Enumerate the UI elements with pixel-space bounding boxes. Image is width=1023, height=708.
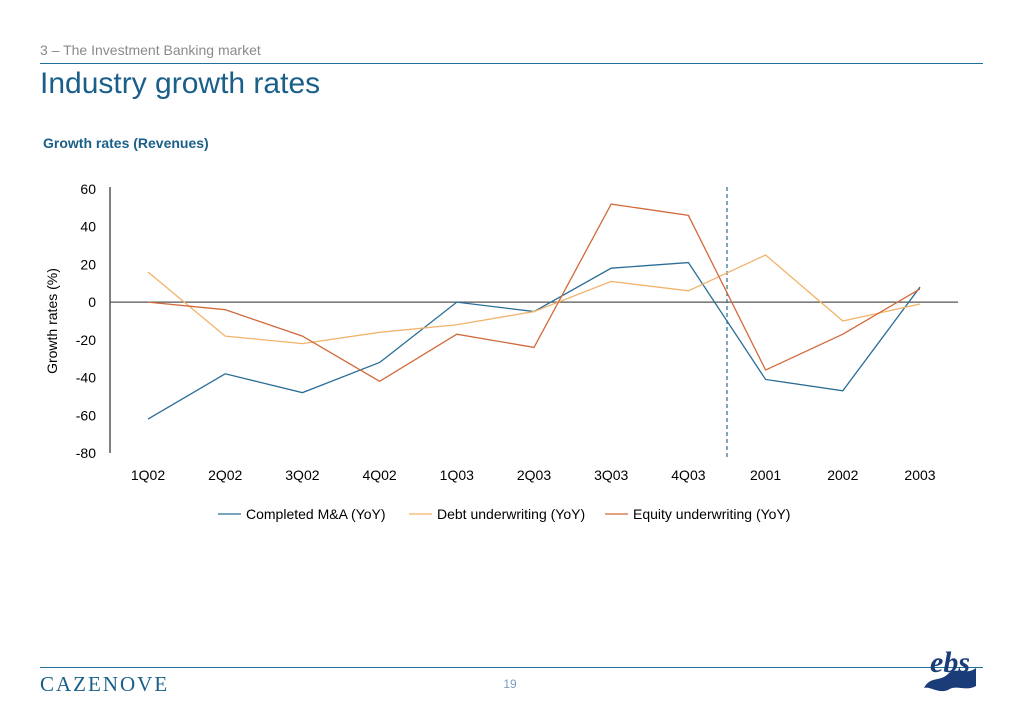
legend-label: Debt underwriting (YoY) (437, 506, 585, 522)
x-tick-label: 1Q03 (440, 467, 474, 483)
y-tick-label: -60 (76, 407, 96, 423)
x-tick-label: 2001 (750, 467, 781, 483)
x-tick-label: 2002 (827, 467, 858, 483)
x-tick-label: 2Q03 (517, 467, 551, 483)
growth-rates-chart: 60 40 20 0 -20 -40 -60 -80 Growth rates (%) 1Q02 2… (44, 181, 958, 522)
chart-heading: Growth rates (Revenues) (43, 135, 209, 151)
legend-label: Completed M&A (YoY) (246, 506, 386, 522)
y-axis-label: Growth rates (%) (44, 268, 60, 374)
x-tick-label: 4Q02 (362, 467, 396, 483)
x-tick-label: 2Q02 (208, 467, 242, 483)
y-tick-label: -80 (76, 445, 96, 461)
brand-logo: CAZENOVE (40, 672, 170, 696)
series-line-2 (147, 203, 921, 383)
series-line-0 (147, 261, 921, 420)
section-label: 3 – The Investment Banking market (40, 42, 261, 58)
series-line-1 (147, 254, 921, 345)
footer-divider (40, 667, 983, 668)
x-tick-label: 3Q02 (285, 467, 319, 483)
y-tick-label: -40 (76, 370, 96, 386)
ebs-logo: ebs (918, 646, 982, 692)
header-divider (40, 63, 983, 64)
page-title: Industry growth rates (40, 67, 321, 100)
ebs-logo-mark (924, 668, 976, 692)
page-number: 19 (503, 677, 517, 691)
x-tick-label: 3Q03 (594, 467, 628, 483)
x-tick-label: 1Q02 (131, 467, 165, 483)
y-tick-label: 0 (88, 294, 96, 310)
ebs-logo-text: ebs (930, 646, 970, 679)
legend-label: Equity underwriting (YoY) (633, 506, 790, 522)
y-tick-label: -20 (76, 332, 96, 348)
y-tick-label: 40 (80, 219, 96, 235)
x-tick-label: 4Q03 (671, 467, 705, 483)
x-tick-label: 2003 (904, 467, 935, 483)
y-tick-label: 20 (80, 256, 96, 272)
y-tick-label: 60 (80, 181, 96, 197)
